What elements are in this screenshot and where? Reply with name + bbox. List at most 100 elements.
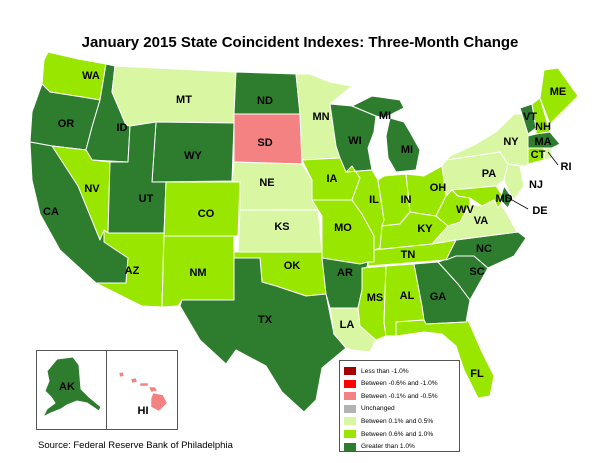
label-sd: SD — [257, 137, 272, 149]
state-ri[interactable] — [543, 147, 553, 161]
legend-item: Between -0.6% and -1.0% — [340, 378, 459, 389]
legend-label: Between -0.6% and -1.0% — [361, 380, 438, 388]
label-tx: TX — [258, 314, 273, 326]
label-ma: MA — [534, 136, 551, 148]
label-nm: NM — [189, 267, 206, 279]
label-tn: TN — [401, 249, 416, 261]
state-hi-kauai[interactable] — [118, 371, 125, 378]
label-de: DE — [532, 205, 547, 217]
label-sc: SC — [469, 266, 484, 278]
state-hi-oahu[interactable] — [130, 377, 138, 384]
alaska-map: AK — [41, 356, 102, 419]
state-md[interactable] — [451, 185, 505, 209]
label-ms: MS — [367, 292, 384, 304]
legend-swatch — [344, 430, 356, 439]
hawaii-inset: HI — [106, 350, 178, 430]
state-nd[interactable] — [233, 71, 301, 115]
label-mi-up: MI — [379, 110, 391, 122]
state-hi[interactable] — [150, 392, 168, 412]
label-ok: OK — [284, 260, 301, 272]
label-oh: OH — [430, 182, 447, 194]
state-mt[interactable] — [111, 65, 237, 127]
state-mi[interactable] — [385, 117, 421, 173]
label-nc: NC — [476, 243, 492, 255]
label-leaders — [504, 151, 559, 210]
label-hi: HI — [138, 405, 149, 417]
label-nd: ND — [257, 95, 273, 107]
state-labels: WA OR CA ID NV MT WY UT AZ CO NM ND SD N… — [43, 70, 571, 380]
legend-label: Between 0.6% and 1.0% — [361, 430, 434, 438]
label-wi: WI — [348, 135, 361, 147]
label-id: ID — [117, 122, 128, 134]
label-me: ME — [550, 86, 567, 98]
label-il: IL — [369, 194, 379, 206]
legend-label: Unchanged — [361, 405, 395, 413]
label-nj: NJ — [529, 179, 543, 191]
label-ct: CT — [531, 149, 546, 161]
label-nh: NH — [535, 121, 551, 133]
label-pa: PA — [482, 168, 497, 180]
label-al: AL — [400, 290, 415, 302]
label-ar: AR — [337, 267, 353, 279]
legend-item: Unchanged — [340, 403, 459, 414]
hawaii-map: HI — [118, 371, 168, 417]
label-ca: CA — [43, 206, 59, 218]
map-title: January 2015 State Coincident Indexes: T… — [81, 34, 519, 51]
label-ak: AK — [59, 381, 75, 393]
label-ga: GA — [430, 291, 447, 303]
label-vt: VT — [523, 111, 537, 123]
legend-swatch — [344, 379, 356, 388]
label-ny: NY — [503, 136, 519, 148]
state-co[interactable] — [163, 181, 241, 237]
label-mn: MN — [312, 111, 329, 123]
state-tx[interactable] — [179, 257, 347, 413]
legend-swatch — [344, 417, 356, 426]
label-wa: WA — [82, 70, 100, 82]
legend-swatch — [344, 404, 356, 413]
legend-label: Between 0.1% and 0.5% — [361, 417, 434, 425]
label-or: OR — [58, 118, 75, 130]
label-ky: KY — [417, 223, 433, 235]
legend-label: Less than -1.0% — [361, 367, 409, 375]
label-nv: NV — [84, 183, 100, 195]
label-co: CO — [198, 208, 215, 220]
legend-swatch — [344, 367, 356, 376]
state-mi-up[interactable] — [351, 95, 405, 119]
label-az: AZ — [125, 265, 140, 277]
label-md: MD — [495, 193, 512, 205]
label-ia: IA — [327, 173, 338, 185]
state-me[interactable] — [539, 67, 579, 125]
source-note: Source: Federal Reserve Bank of Philadel… — [38, 440, 233, 451]
state-ne[interactable] — [231, 161, 319, 211]
label-ne: NE — [259, 177, 274, 189]
label-va: VA — [474, 215, 489, 227]
label-ks: KS — [274, 221, 289, 233]
state-nj[interactable] — [503, 163, 525, 201]
state-ak[interactable] — [41, 356, 102, 419]
label-ri: RI — [561, 161, 572, 173]
legend-swatch — [344, 392, 356, 401]
label-wv: WV — [456, 204, 474, 216]
label-mi: MI — [401, 144, 413, 156]
label-mo: MO — [334, 222, 352, 234]
label-la: LA — [340, 319, 355, 331]
state-hi-molokai[interactable] — [139, 382, 149, 387]
legend-label: Greater than 1.0% — [361, 443, 415, 451]
state-hi-maui[interactable] — [148, 386, 158, 393]
legend-item: Between 0.1% and 0.5% — [340, 416, 459, 427]
label-mt: MT — [176, 94, 192, 106]
state-il[interactable] — [345, 165, 385, 263]
legend-item: Between 0.6% and 1.0% — [340, 429, 459, 440]
state-fl[interactable] — [395, 319, 495, 399]
label-wy: WY — [184, 150, 202, 162]
legend-item: Greater than 1.0% — [340, 441, 459, 452]
alaska-inset: AK — [36, 350, 108, 430]
legend-label: Between -0.1% and -0.5% — [361, 392, 438, 400]
label-in: IN — [401, 194, 412, 206]
legend-swatch — [344, 442, 356, 451]
label-ut: UT — [139, 193, 154, 205]
legend-item: Less than -1.0% — [340, 366, 459, 377]
label-fl: FL — [470, 368, 484, 380]
legend: Less than -1.0% Between -0.6% and -1.0% Be… — [339, 360, 460, 452]
